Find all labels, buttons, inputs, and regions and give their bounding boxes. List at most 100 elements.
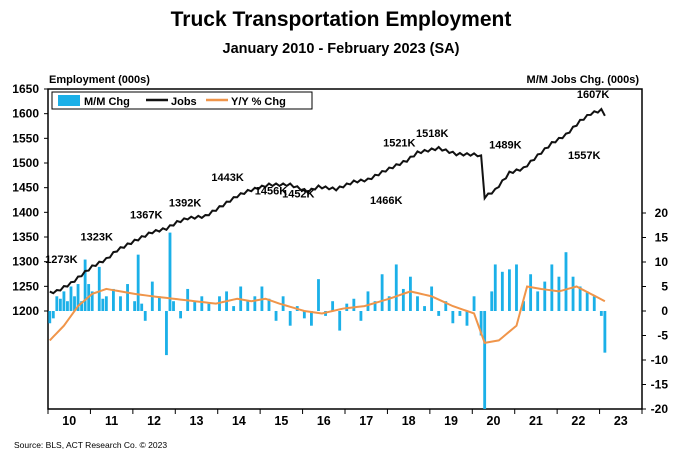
mm-bar xyxy=(172,301,175,311)
mm-bar xyxy=(143,311,147,321)
mm-bar xyxy=(380,274,384,311)
x-tick-label: 17 xyxy=(359,414,373,428)
jobs-annotation: 1489K xyxy=(489,139,521,151)
legend-box xyxy=(51,91,313,110)
x-tick-label: 18 xyxy=(402,414,416,428)
mm-bar xyxy=(76,284,80,311)
mm-bar xyxy=(387,296,391,311)
mm-bar xyxy=(193,301,197,311)
right-tick-label: 20 xyxy=(655,206,669,220)
mm-bar xyxy=(83,259,87,311)
mm-bar xyxy=(165,311,168,356)
mm-bar xyxy=(200,296,204,311)
mm-bar xyxy=(90,291,94,311)
x-tick-label: 16 xyxy=(317,414,331,428)
right-tick-label: 15 xyxy=(655,231,669,245)
mm-bar xyxy=(133,301,137,311)
mm-bar xyxy=(472,296,476,311)
x-tick-label: 15 xyxy=(274,414,288,428)
mm-bar xyxy=(366,291,370,311)
jobs-line-group xyxy=(49,107,606,295)
mm-bar xyxy=(458,311,462,316)
mm-bar xyxy=(136,254,140,311)
mm-bar xyxy=(104,296,108,311)
yy-line-group xyxy=(49,285,606,344)
right-tick-label: -5 xyxy=(657,329,668,343)
right-tick-label: 5 xyxy=(661,280,668,294)
jobs-annotation: 1367K xyxy=(130,210,162,222)
jobs-annotation: 1443K xyxy=(211,172,243,184)
legend-label-jobs: Jobs xyxy=(171,96,197,108)
mm-bar xyxy=(55,296,59,311)
right-tick-label: -10 xyxy=(651,353,669,367)
mm-bar xyxy=(48,311,52,324)
jobs-annotation: 1557K xyxy=(568,150,600,162)
x-tick-label: 10 xyxy=(62,414,76,428)
right-tick-label: 0 xyxy=(661,304,668,318)
mm-bar xyxy=(430,286,434,311)
mm-bar xyxy=(451,311,455,324)
legend: M/M Chg Jobs Y/Y % Chg xyxy=(51,91,313,110)
mm-bar xyxy=(543,281,547,311)
mm-bar xyxy=(515,264,518,311)
mm-bar xyxy=(246,301,250,311)
mm-bar xyxy=(274,311,278,321)
mm-bar xyxy=(401,288,405,311)
jobs-line xyxy=(49,107,606,295)
x-tick-label: 12 xyxy=(147,414,161,428)
mm-bar xyxy=(126,284,129,311)
mm-bar xyxy=(444,301,448,311)
mm-bar xyxy=(603,311,607,353)
x-tick-label: 21 xyxy=(529,414,543,428)
mm-bar xyxy=(479,311,483,336)
mm-bar xyxy=(62,291,66,311)
mm-bar xyxy=(550,264,554,311)
jobs-annotation: 1323K xyxy=(80,231,112,243)
axes: 1200125013001350140014501500155016001650… xyxy=(12,82,668,428)
mm-bar xyxy=(338,311,342,331)
left-axis-label: Employment (000s) xyxy=(49,74,150,86)
x-tick-label: 14 xyxy=(232,414,246,428)
mm-bar xyxy=(557,276,561,311)
mm-bar xyxy=(317,279,320,311)
mm-bar xyxy=(592,296,596,311)
mm-bar xyxy=(101,298,105,311)
x-tick-label: 11 xyxy=(105,414,118,428)
legend-label-mm: M/M Chg xyxy=(84,96,130,108)
mm-bar xyxy=(571,276,575,311)
mm-bar xyxy=(119,296,122,311)
left-tick-label: 1500 xyxy=(12,156,39,170)
right-tick-label: 10 xyxy=(655,255,669,269)
mm-bar xyxy=(302,311,306,319)
mm-bar xyxy=(599,311,603,316)
mm-bar xyxy=(66,301,69,311)
mm-bar xyxy=(493,264,497,311)
mm-bar xyxy=(416,296,419,311)
mm-bar xyxy=(97,266,101,311)
mm-bar xyxy=(585,291,589,311)
mm-bar xyxy=(437,311,441,316)
mm-bar xyxy=(168,232,172,311)
mm-bar xyxy=(157,296,161,311)
x-tick-label: 22 xyxy=(571,414,585,428)
x-tick-label: 20 xyxy=(487,414,501,428)
jobs-annotation: 1392K xyxy=(169,197,201,209)
mm-bar xyxy=(207,303,211,311)
mm-bar xyxy=(232,306,236,311)
mm-bar xyxy=(508,269,511,311)
left-tick-label: 1600 xyxy=(12,107,39,121)
left-tick-label: 1350 xyxy=(12,230,39,244)
jobs-annotation: 1452K xyxy=(282,189,314,201)
yy-line xyxy=(49,285,606,344)
plot-area xyxy=(47,88,643,410)
left-tick-label: 1250 xyxy=(12,279,39,293)
jobs-annotation: 1466K xyxy=(370,195,402,207)
jobs-annotation: 1456K xyxy=(255,186,287,198)
right-tick-label: -15 xyxy=(651,378,669,392)
mm-bar xyxy=(179,311,183,319)
mm-bar xyxy=(536,291,540,311)
jobs-annotation: 1607K xyxy=(577,89,609,101)
jobs-annotation: 1273K xyxy=(45,254,77,266)
